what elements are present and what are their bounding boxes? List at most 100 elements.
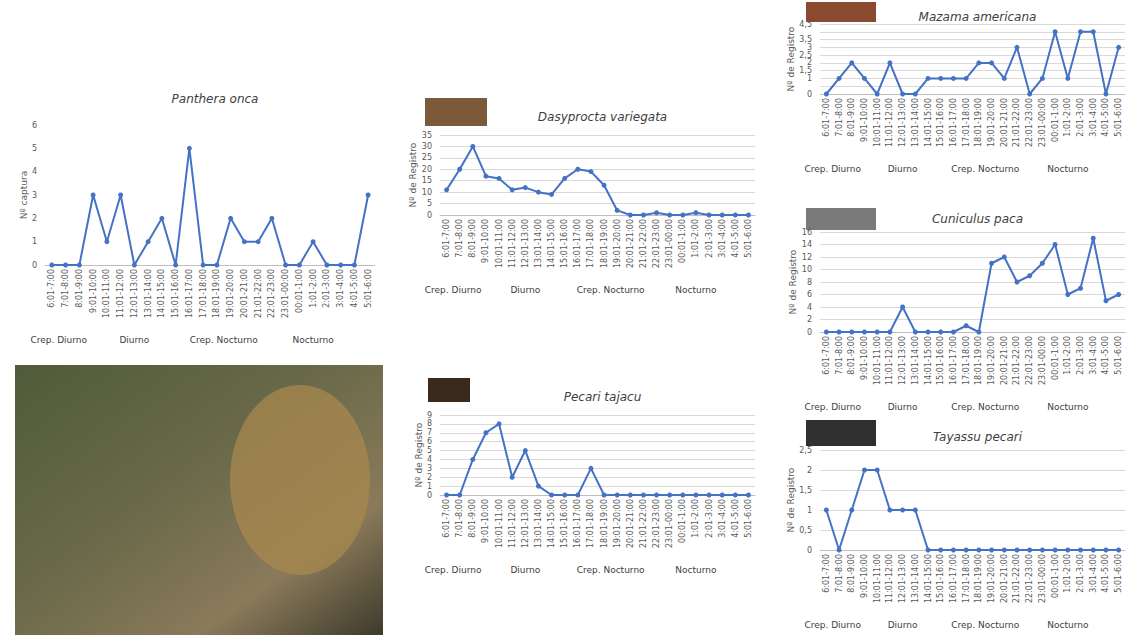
svg-text:14:01-15:00: 14:01-15:00 (547, 499, 556, 548)
svg-text:8: 8 (807, 278, 812, 287)
svg-text:21:01-22:00: 21:01-22:00 (639, 499, 648, 548)
svg-text:1: 1 (807, 74, 812, 83)
svg-text:8:01-9:00: 8:01-9:00 (468, 499, 477, 538)
svg-text:22:01-23:00: 22:01-23:00 (1025, 554, 1034, 603)
svg-text:10:01-11:00: 10:01-11:00 (873, 554, 882, 603)
svg-text:14:01-15:00: 14:01-15:00 (547, 219, 556, 268)
svg-text:23:01-00:00: 23:01-00:00 (1038, 336, 1047, 385)
svg-text:13:01-14:00: 13:01-14:00 (144, 269, 153, 318)
svg-text:3:01-4:00: 3:01-4:00 (1089, 336, 1098, 375)
svg-text:Dasyprocta variegata: Dasyprocta variegata (538, 110, 667, 124)
svg-text:Nº de Registro: Nº de Registro (414, 422, 424, 487)
svg-text:16:01-17:00: 16:01-17:00 (573, 499, 582, 548)
svg-text:11:01-12:00: 11:01-12:00 (885, 336, 894, 385)
svg-text:Tayassu pecari: Tayassu pecari (933, 430, 1023, 444)
svg-text:4: 4 (807, 303, 812, 312)
svg-text:18:01-19:00: 18:01-19:00 (974, 98, 983, 147)
svg-text:21:01-22:00: 21:01-22:00 (639, 219, 648, 268)
svg-text:00:01-1:00: 00:01-1:00 (678, 219, 687, 263)
svg-text:Diurno: Diurno (888, 620, 918, 630)
svg-text:12:01-13:00: 12:01-13:00 (898, 336, 907, 385)
svg-text:10: 10 (802, 265, 812, 274)
svg-text:7:01-8:00: 7:01-8:00 (455, 219, 464, 258)
svg-text:5: 5 (427, 446, 432, 455)
svg-text:7:01-8:00: 7:01-8:00 (835, 554, 844, 593)
svg-text:Crep. Nocturno: Crep. Nocturno (951, 164, 1019, 174)
svg-text:1: 1 (32, 237, 37, 246)
svg-text:00:01-1:00: 00:01-1:00 (678, 499, 687, 543)
svg-text:00:01-1:00: 00:01-1:00 (1051, 98, 1060, 142)
svg-text:4:01-5:00: 4:01-5:00 (731, 499, 740, 538)
svg-text:Nocturno: Nocturno (1047, 620, 1089, 630)
svg-text:22:01-23:00: 22:01-23:00 (267, 269, 276, 318)
svg-text:3: 3 (807, 43, 812, 52)
svg-text:Crep. Diurno: Crep. Diurno (804, 164, 861, 174)
svg-text:9: 9 (427, 411, 432, 420)
svg-text:Nocturno: Nocturno (675, 565, 717, 575)
svg-text:7: 7 (427, 428, 432, 437)
svg-text:2,5: 2,5 (799, 51, 812, 60)
svg-text:1:01-2:00: 1:01-2:00 (1063, 98, 1072, 137)
svg-text:10: 10 (422, 188, 432, 197)
svg-text:15:01-16:00: 15:01-16:00 (560, 499, 569, 548)
svg-text:Crep. Nocturno: Crep. Nocturno (951, 402, 1019, 412)
svg-text:1:01-2:00: 1:01-2:00 (309, 269, 318, 308)
svg-text:13:01-14:00: 13:01-14:00 (911, 554, 920, 603)
svg-text:17:01-18:00: 17:01-18:00 (199, 269, 208, 318)
svg-text:16:01-17:00: 16:01-17:00 (573, 219, 582, 268)
svg-text:22:01-23:00: 22:01-23:00 (1025, 98, 1034, 147)
svg-text:Crep. Nocturno: Crep. Nocturno (577, 565, 645, 575)
svg-text:3: 3 (32, 191, 37, 200)
svg-text:10:01-11:00: 10:01-11:00 (495, 499, 504, 548)
svg-text:18:01-19:00: 18:01-19:00 (212, 269, 221, 318)
svg-text:15:01-16:00: 15:01-16:00 (936, 336, 945, 385)
svg-text:10:01-11:00: 10:01-11:00 (873, 98, 882, 147)
svg-text:20:01-21:00: 20:01-21:00 (1000, 336, 1009, 385)
svg-text:30: 30 (422, 142, 432, 151)
svg-text:12:01-13:00: 12:01-13:00 (521, 219, 530, 268)
svg-text:13:01-14:00: 13:01-14:00 (534, 499, 543, 548)
svg-text:19:01-20:00: 19:01-20:00 (987, 554, 996, 603)
svg-text:17:01-18:00: 17:01-18:00 (962, 98, 971, 147)
svg-text:1:01-2:00: 1:01-2:00 (1063, 554, 1072, 593)
svg-text:Diurno: Diurno (119, 335, 149, 345)
svg-text:10:01-11:00: 10:01-11:00 (102, 269, 111, 318)
svg-text:9:01-10:00: 9:01-10:00 (89, 269, 98, 313)
svg-text:8: 8 (427, 419, 432, 428)
svg-text:2: 2 (807, 466, 812, 475)
svg-text:6: 6 (807, 290, 812, 299)
svg-text:Diurno: Diurno (510, 285, 540, 295)
svg-text:20:01-21:00: 20:01-21:00 (626, 219, 635, 268)
svg-text:19:01-20:00: 19:01-20:00 (226, 269, 235, 318)
svg-text:Nocturno: Nocturno (1047, 164, 1089, 174)
svg-text:6:01-7:00: 6:01-7:00 (442, 499, 451, 538)
svg-text:2:01-3:00: 2:01-3:00 (705, 219, 714, 258)
svg-text:2:01-3:00: 2:01-3:00 (705, 499, 714, 538)
svg-text:Nocturno: Nocturno (675, 285, 717, 295)
svg-text:5:01-6:00: 5:01-6:00 (1114, 336, 1123, 375)
svg-text:11:01-12:00: 11:01-12:00 (508, 219, 517, 268)
svg-text:14:01-15:00: 14:01-15:00 (924, 98, 933, 147)
svg-text:22:01-23:00: 22:01-23:00 (652, 499, 661, 548)
svg-text:20: 20 (422, 165, 432, 174)
svg-text:20:01-21:00: 20:01-21:00 (626, 499, 635, 548)
svg-text:23:01-00:00: 23:01-00:00 (665, 499, 674, 548)
svg-text:5: 5 (427, 199, 432, 208)
svg-text:1: 1 (807, 506, 812, 515)
svg-text:8:01-9:00: 8:01-9:00 (75, 269, 84, 308)
svg-text:15:01-16:00: 15:01-16:00 (936, 554, 945, 603)
svg-text:23:01-00:00: 23:01-00:00 (281, 269, 290, 318)
svg-text:15:01-16:00: 15:01-16:00 (560, 219, 569, 268)
svg-text:6:01-7:00: 6:01-7:00 (822, 336, 831, 375)
svg-text:Nº de Registro: Nº de Registro (786, 26, 796, 91)
svg-text:16:01-17:00: 16:01-17:00 (949, 554, 958, 603)
svg-text:0: 0 (807, 328, 812, 337)
svg-text:4:01-5:00: 4:01-5:00 (350, 269, 359, 308)
svg-text:19:01-20:00: 19:01-20:00 (613, 499, 622, 548)
svg-text:22:01-23:00: 22:01-23:00 (1025, 336, 1034, 385)
svg-text:4,5: 4,5 (799, 20, 812, 29)
svg-text:5:01-6:00: 5:01-6:00 (1114, 554, 1123, 593)
svg-text:9:01-10:00: 9:01-10:00 (481, 219, 490, 263)
svg-text:Crep. Diurno: Crep. Diurno (425, 285, 482, 295)
svg-text:6: 6 (32, 121, 37, 130)
